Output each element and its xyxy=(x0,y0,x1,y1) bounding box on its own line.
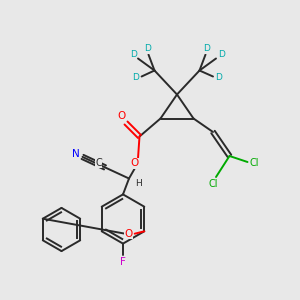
Text: D: D xyxy=(132,74,139,82)
Text: O: O xyxy=(124,229,133,239)
Text: O: O xyxy=(117,111,126,122)
Text: D: D xyxy=(130,50,137,59)
Text: Cl: Cl xyxy=(250,158,259,168)
Text: O: O xyxy=(130,158,139,169)
Text: Cl: Cl xyxy=(209,178,218,189)
Text: N: N xyxy=(72,148,80,159)
Text: C: C xyxy=(95,158,102,168)
Text: H: H xyxy=(135,179,142,188)
Text: D: D xyxy=(204,44,210,53)
Text: D: D xyxy=(144,44,151,53)
Text: D: D xyxy=(216,74,222,82)
Text: F: F xyxy=(120,256,126,267)
Text: D: D xyxy=(218,50,225,59)
